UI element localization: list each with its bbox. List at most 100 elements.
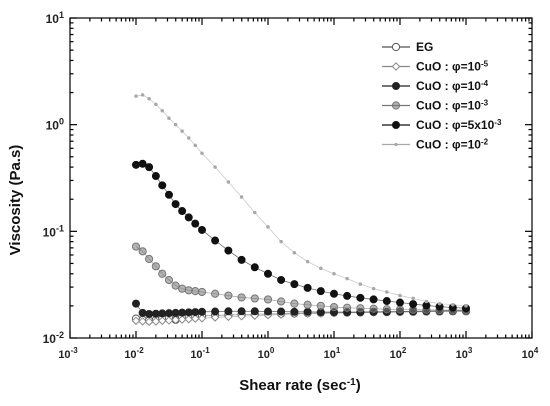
- data-point: [226, 180, 231, 184]
- data-point: [279, 239, 283, 244]
- data-point: [263, 295, 273, 304]
- data-point: [277, 307, 286, 316]
- data-point: [164, 275, 174, 285]
- plot-area: [69, 17, 533, 339]
- plot-frame: [69, 17, 533, 339]
- data-point: [224, 246, 233, 255]
- data-point: [409, 300, 418, 309]
- data-point: [358, 282, 363, 286]
- data-point: [290, 307, 299, 316]
- data-point: [171, 200, 180, 209]
- legend-label: EG: [416, 40, 433, 54]
- data-series: [131, 93, 471, 327]
- data-point: [437, 301, 442, 306]
- data-point: [200, 151, 204, 155]
- data-point: [263, 307, 272, 316]
- data-point: [197, 287, 207, 297]
- data-point: [197, 225, 206, 234]
- y-tick-label: 101: [46, 10, 64, 26]
- data-point: [237, 311, 246, 321]
- data-point: [382, 297, 391, 306]
- legend-label: CuO : φ=10-2: [416, 138, 489, 152]
- x-tick-label: 102: [390, 346, 407, 361]
- data-point: [303, 307, 312, 316]
- legend-label: CuO : φ=10-4: [416, 79, 489, 93]
- legend-label: CuO : φ=5x10-3: [416, 118, 502, 132]
- data-point: [290, 299, 299, 308]
- data-point: [164, 316, 174, 325]
- data-point: [371, 286, 376, 291]
- data-point: [191, 308, 200, 317]
- data-point: [191, 219, 200, 228]
- data-point: [398, 293, 402, 298]
- data-point: [160, 109, 165, 113]
- legend: EG CuO : φ=10-5 CuO : φ=10-4 CuO : φ=10-3 Cu…: [382, 40, 502, 152]
- x-tick-label: 10-1: [190, 346, 210, 361]
- data-point: [451, 302, 455, 307]
- data-point: [151, 317, 161, 326]
- data-point: [178, 207, 187, 216]
- data-point: [210, 313, 220, 322]
- data-point: [145, 254, 154, 264]
- y-tick-label: 10-1: [43, 223, 64, 239]
- data-point: [356, 293, 365, 302]
- data-point: [167, 116, 171, 120]
- x-tick-label: 104: [522, 346, 539, 361]
- data-point: [131, 316, 141, 326]
- series-2: [131, 299, 470, 318]
- data-point: [266, 225, 270, 229]
- data-point: [316, 301, 325, 310]
- axis-ticks: [69, 17, 533, 339]
- data-point: [369, 295, 378, 304]
- data-point: [131, 160, 140, 169]
- data-point: [263, 269, 272, 278]
- legend-item: CuO : φ=10-2: [382, 138, 489, 152]
- data-point: [343, 291, 352, 300]
- legend-label: CuO : φ=10-5: [416, 60, 489, 74]
- data-point: [145, 309, 154, 318]
- data-point: [237, 293, 246, 302]
- data-point: [382, 305, 391, 314]
- x-tick-label: 101: [324, 346, 341, 361]
- legend-label: CuO : φ=10-3: [416, 99, 489, 113]
- data-point: [395, 305, 405, 314]
- series-5: [134, 93, 468, 308]
- legend-swatch-marker: [391, 62, 401, 71]
- data-point: [178, 308, 187, 317]
- data-point: [158, 269, 167, 278]
- data-point: [211, 289, 220, 298]
- data-point: [253, 210, 257, 215]
- data-point: [131, 299, 140, 308]
- data-point: [140, 93, 145, 97]
- x-tick-label: 10-3: [58, 346, 78, 361]
- data-point: [303, 283, 312, 292]
- data-point: [186, 136, 191, 140]
- data-point: [164, 190, 173, 199]
- data-point: [191, 287, 200, 296]
- data-point: [224, 307, 233, 316]
- data-point: [329, 302, 339, 312]
- y-axis-title: Viscosity (Pa.s): [7, 145, 24, 256]
- x-tick-label: 100: [258, 346, 275, 361]
- data-point: [292, 250, 297, 255]
- data-point: [385, 290, 389, 294]
- data-point: [424, 299, 429, 304]
- legend-item: EG: [382, 40, 433, 54]
- data-point: [138, 159, 147, 168]
- data-point: [171, 281, 180, 290]
- data-point: [154, 102, 158, 107]
- data-point: [147, 96, 151, 101]
- x-tick-label: 10-2: [124, 346, 144, 361]
- data-point: [173, 122, 178, 127]
- data-point: [131, 242, 141, 251]
- data-point: [164, 309, 173, 318]
- data-point: [158, 309, 167, 318]
- data-point: [356, 304, 365, 313]
- data-point: [224, 291, 233, 300]
- data-point: [177, 315, 187, 324]
- y-tick-label: 10-2: [43, 330, 64, 346]
- data-point: [305, 259, 310, 264]
- legend-swatch-marker: [391, 121, 400, 130]
- data-point: [180, 129, 184, 133]
